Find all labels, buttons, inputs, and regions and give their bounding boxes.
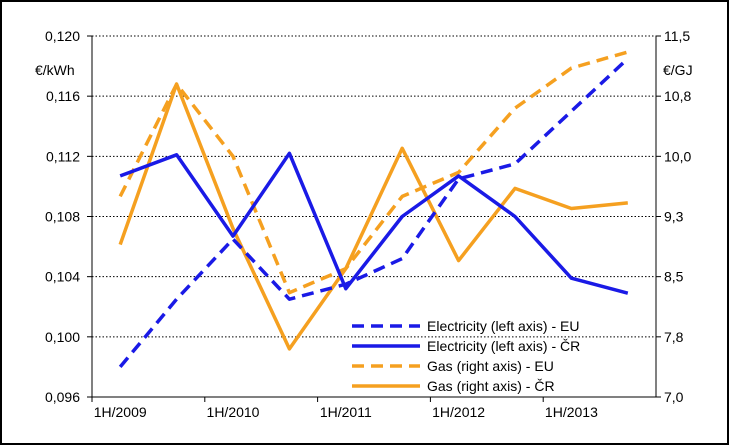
left-tick-label: 0,120	[45, 28, 80, 44]
x-tick-label: 1H/2009	[94, 404, 147, 420]
x-tick-label: 1H/2012	[432, 404, 485, 420]
right-axis-ticks: 7,0 7,8 8,5 9,3 10,0 10,8 11,5	[656, 28, 691, 405]
right-axis-unit: €/GJ	[663, 62, 693, 78]
gridlines	[92, 35, 656, 338]
left-tick-label: 0,108	[45, 209, 80, 225]
x-tick-label: 1H/2011	[320, 404, 372, 420]
left-axis-ticks: 0,096 0,100 0,104 0,108 0,112 0,116 0,120	[45, 28, 92, 405]
legend: Electricity (left axis) - EU Electricity …	[352, 318, 580, 394]
series-line-1	[119, 151, 629, 295]
left-axis-unit: €/kWh	[35, 62, 75, 78]
left-tick-label: 0,104	[45, 269, 80, 285]
series-line-2	[118, 50, 629, 295]
legend-label: Gas (right axis) - EU	[427, 358, 554, 374]
series-lines	[118, 50, 629, 369]
right-tick-label: 9,3	[664, 209, 684, 225]
right-tick-label: 10,8	[664, 88, 691, 104]
right-tick-label: 11,5	[664, 28, 690, 44]
left-tick-label: 0,116	[46, 88, 80, 104]
right-tick-label: 7,0	[664, 389, 684, 405]
right-tick-label: 7,8	[664, 329, 684, 345]
series-line-0	[118, 57, 629, 369]
left-tick-label: 0,112	[46, 148, 80, 164]
x-tick-label: 1H/2013	[545, 404, 598, 420]
x-tick-label: 1H/2010	[207, 404, 260, 420]
legend-label: Electricity (left axis) - EU	[427, 318, 579, 334]
left-tick-label: 0,100	[45, 329, 80, 345]
left-tick-label: 0,096	[45, 389, 80, 405]
legend-label: Electricity (left axis) - ČR	[427, 338, 580, 354]
series-line-3	[118, 82, 628, 351]
right-tick-label: 10,0	[664, 148, 691, 164]
legend-label: Gas (right axis) - ČR	[427, 378, 555, 394]
x-axis-ticks: 1H/2009 1H/2010 1H/2011 1H/2012 1H/2013	[91, 397, 598, 420]
right-tick-label: 8,5	[664, 269, 684, 285]
